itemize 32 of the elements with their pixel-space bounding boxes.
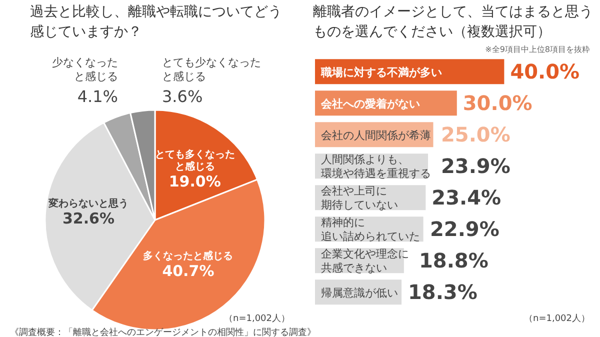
text: 《調査概要：「離職と会社へのエンゲージメントの相関性」に関する調査》 xyxy=(10,326,316,337)
y-tick-label: 会社や上司に期待していない xyxy=(321,184,398,212)
y-tick-label: 会社の人間関係が希薄 xyxy=(321,129,431,142)
y-tick-label: 帰属意識が低い xyxy=(321,286,398,300)
text: （n=1,002人） xyxy=(224,312,290,325)
y-tick-label: 会社への愛着がない xyxy=(320,98,420,111)
data-label: 30.0% xyxy=(462,91,532,116)
slice-label: とても多くなったと感じる xyxy=(154,148,235,173)
data-label: 18.8% xyxy=(419,248,488,273)
text: ※全9項目中上位8項目を抜粋 xyxy=(485,44,590,55)
slice-label: 少なくなったと感じる xyxy=(52,56,118,83)
text: （n=1,002人） xyxy=(524,312,590,325)
data-label: 19.0% xyxy=(168,172,221,191)
data-label: 23.9% xyxy=(441,154,510,178)
data-label: 40.0% xyxy=(510,60,580,84)
y-tick-label: 企業文化や理念に共感できない xyxy=(321,248,409,275)
data-label: 23.4% xyxy=(432,186,502,210)
data-label: 32.6% xyxy=(62,210,115,228)
data-label: 22.9% xyxy=(430,217,500,242)
data-label: 40.7% xyxy=(162,262,214,280)
y-tick-label: 精神的に追い詰められていた xyxy=(321,216,420,244)
data-label: 3.6% xyxy=(162,87,203,106)
data-label: 4.1% xyxy=(77,87,118,106)
data-label: 18.3% xyxy=(408,280,478,304)
y-tick-label: 職場に対する不満が多い xyxy=(320,66,442,80)
chart-title: 離職者のイメージとして、当てはまると思うものを選んでください（複数選択可） xyxy=(313,3,593,42)
chart-title: 過去と比較し、離職や転職についてどう感じていますか？ xyxy=(30,3,283,42)
slice-label: 変わらないと思う xyxy=(48,198,129,210)
data-label: 25.0% xyxy=(441,122,510,147)
slice-label: 多くなったと感じる xyxy=(143,250,234,262)
slice-label: とても少なくなったと感じる xyxy=(162,56,261,83)
y-tick-label: 人間関係よりも、環境や待遇を重視する xyxy=(321,153,431,180)
